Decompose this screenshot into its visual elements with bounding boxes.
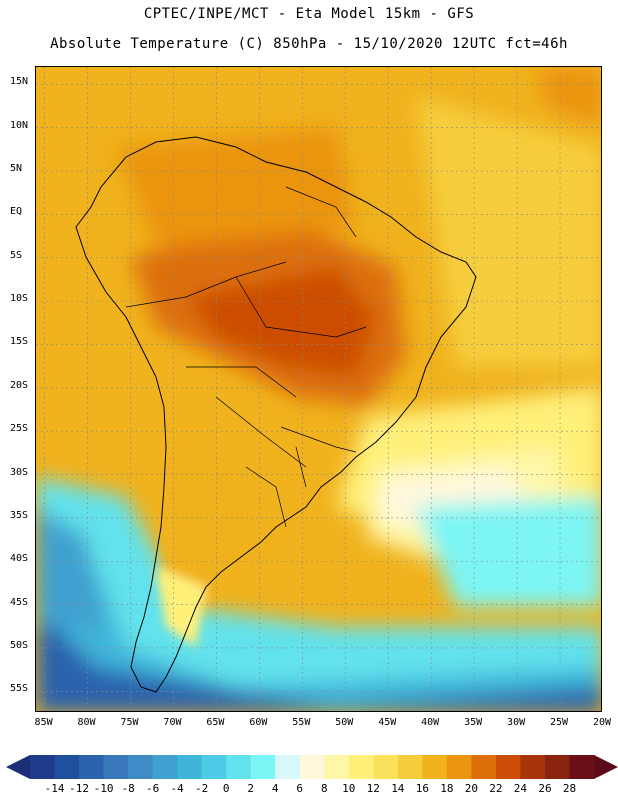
field-north-warm — [116, 127, 356, 247]
colorbar-tick-label: 24 — [513, 782, 528, 795]
temperature-map — [35, 66, 602, 712]
colorbar-tick-label: 4 — [271, 782, 279, 795]
lat-label: 50S — [10, 639, 29, 651]
lat-label: 5S — [10, 249, 23, 261]
colorbar-over-arrow — [594, 755, 618, 779]
colorbar-tick-label: -4 — [170, 782, 184, 795]
title-line-2: Absolute Temperature (C) 850hPa - 15/10/… — [50, 36, 568, 52]
lat-label: EQ — [10, 206, 23, 218]
colorbar-segment — [79, 755, 105, 779]
colorbar-segment — [299, 755, 325, 779]
field-colder — [36, 537, 601, 711]
colorbar-segment — [103, 755, 129, 779]
lat-label: 15S — [10, 336, 29, 348]
continent-outline — [75, 136, 477, 693]
colorbar-segment — [544, 755, 570, 779]
lat-label: 10S — [10, 293, 29, 305]
colorbar-tick-label: -12 — [69, 782, 89, 795]
colorbar — [6, 755, 618, 779]
colorbar-segment — [177, 755, 203, 779]
colorbar-segment — [348, 755, 374, 779]
field-hot-core — [186, 267, 376, 377]
map-canvas — [36, 67, 601, 711]
field-caribbean — [536, 67, 601, 127]
colorbar-under-arrow — [6, 755, 30, 779]
lon-label: 75W — [120, 717, 139, 728]
colorbar-tick-label: 14 — [391, 782, 405, 795]
lon-label: 85W — [34, 717, 53, 728]
lon-label: 20W — [592, 717, 612, 728]
colorbar-segment — [471, 755, 497, 779]
colorbar-segment — [30, 755, 56, 779]
title-line-1: CPTEC/INPE/MCT - Eta Model 15km - GFS — [143, 6, 475, 22]
colorbar-tick-label: 20 — [464, 782, 479, 795]
colorbar-segment — [201, 755, 227, 779]
lon-label: 80W — [77, 717, 96, 728]
lat-label: 30S — [10, 466, 29, 478]
colorbar-tick-label: -10 — [93, 782, 114, 795]
colorbar-tick-label: -6 — [145, 782, 160, 795]
colorbar-tick-label: 22 — [489, 782, 503, 795]
colorbar-tick-label: 28 — [562, 782, 577, 795]
colorbar-segment — [397, 755, 423, 779]
country-borders — [125, 186, 367, 528]
colorbar-tick-label: 10 — [342, 782, 356, 795]
lon-label: 50W — [335, 717, 354, 728]
colorbar-tick-label: -8 — [121, 782, 135, 795]
colorbar-segment — [152, 755, 178, 779]
field-patagonia-cool — [156, 567, 206, 647]
colorbar-tick-label: 6 — [296, 782, 304, 795]
colorbar-segment — [128, 755, 154, 779]
colorbar-tick-label: -14 — [44, 782, 65, 795]
field-deep-cold — [36, 607, 601, 711]
colorbar-tick-label: 0 — [222, 782, 230, 795]
lat-label: 10N — [10, 119, 29, 131]
colorbar-segment — [520, 755, 546, 779]
lon-label: 30W — [507, 717, 526, 728]
lon-label: 45W — [378, 717, 397, 728]
lon-label: 65W — [206, 717, 225, 728]
colorbar-tick-label: 26 — [538, 782, 552, 795]
colorbar-tick-label: 8 — [320, 782, 328, 795]
lat-label: 55S — [10, 683, 29, 695]
field-cool-south — [36, 477, 601, 711]
colorbar-tick-label: 12 — [366, 782, 380, 795]
field-atlantic-light — [416, 97, 601, 367]
colorbar-segment — [226, 755, 252, 779]
colorbar-segment — [495, 755, 521, 779]
colorbar-segment — [324, 755, 350, 779]
colorbar-tick-label: 2 — [247, 782, 254, 795]
colorbar-segment — [373, 755, 399, 779]
colorbar-segment — [569, 755, 595, 779]
lon-label: 55W — [292, 717, 311, 728]
lon-label: 35W — [464, 717, 483, 728]
lat-label: 40S — [10, 553, 29, 565]
field-cyan — [416, 497, 601, 607]
lon-label: 70W — [163, 717, 182, 728]
lon-label: 60W — [249, 717, 268, 728]
colorbar-tick-label: -2 — [195, 782, 209, 795]
lon-label: 25W — [550, 717, 569, 728]
lat-label: 35S — [10, 509, 29, 521]
colorbar-segment — [422, 755, 448, 779]
colorbar-segment — [54, 755, 80, 779]
lat-label: 5N — [10, 163, 23, 175]
lat-label: 15N — [10, 76, 29, 88]
colorbar-segment — [250, 755, 276, 779]
lat-label: 20S — [10, 379, 29, 391]
colorbar-tick-label: 16 — [415, 782, 429, 795]
colorbar-segment — [275, 755, 301, 779]
lat-label: 45S — [10, 596, 29, 608]
lon-label: 40W — [421, 717, 440, 728]
field-pacific-cold — [36, 507, 106, 627]
lat-label: 25S — [10, 423, 29, 435]
colorbar-segment — [446, 755, 472, 779]
colorbar-tick-label: 18 — [440, 782, 454, 795]
